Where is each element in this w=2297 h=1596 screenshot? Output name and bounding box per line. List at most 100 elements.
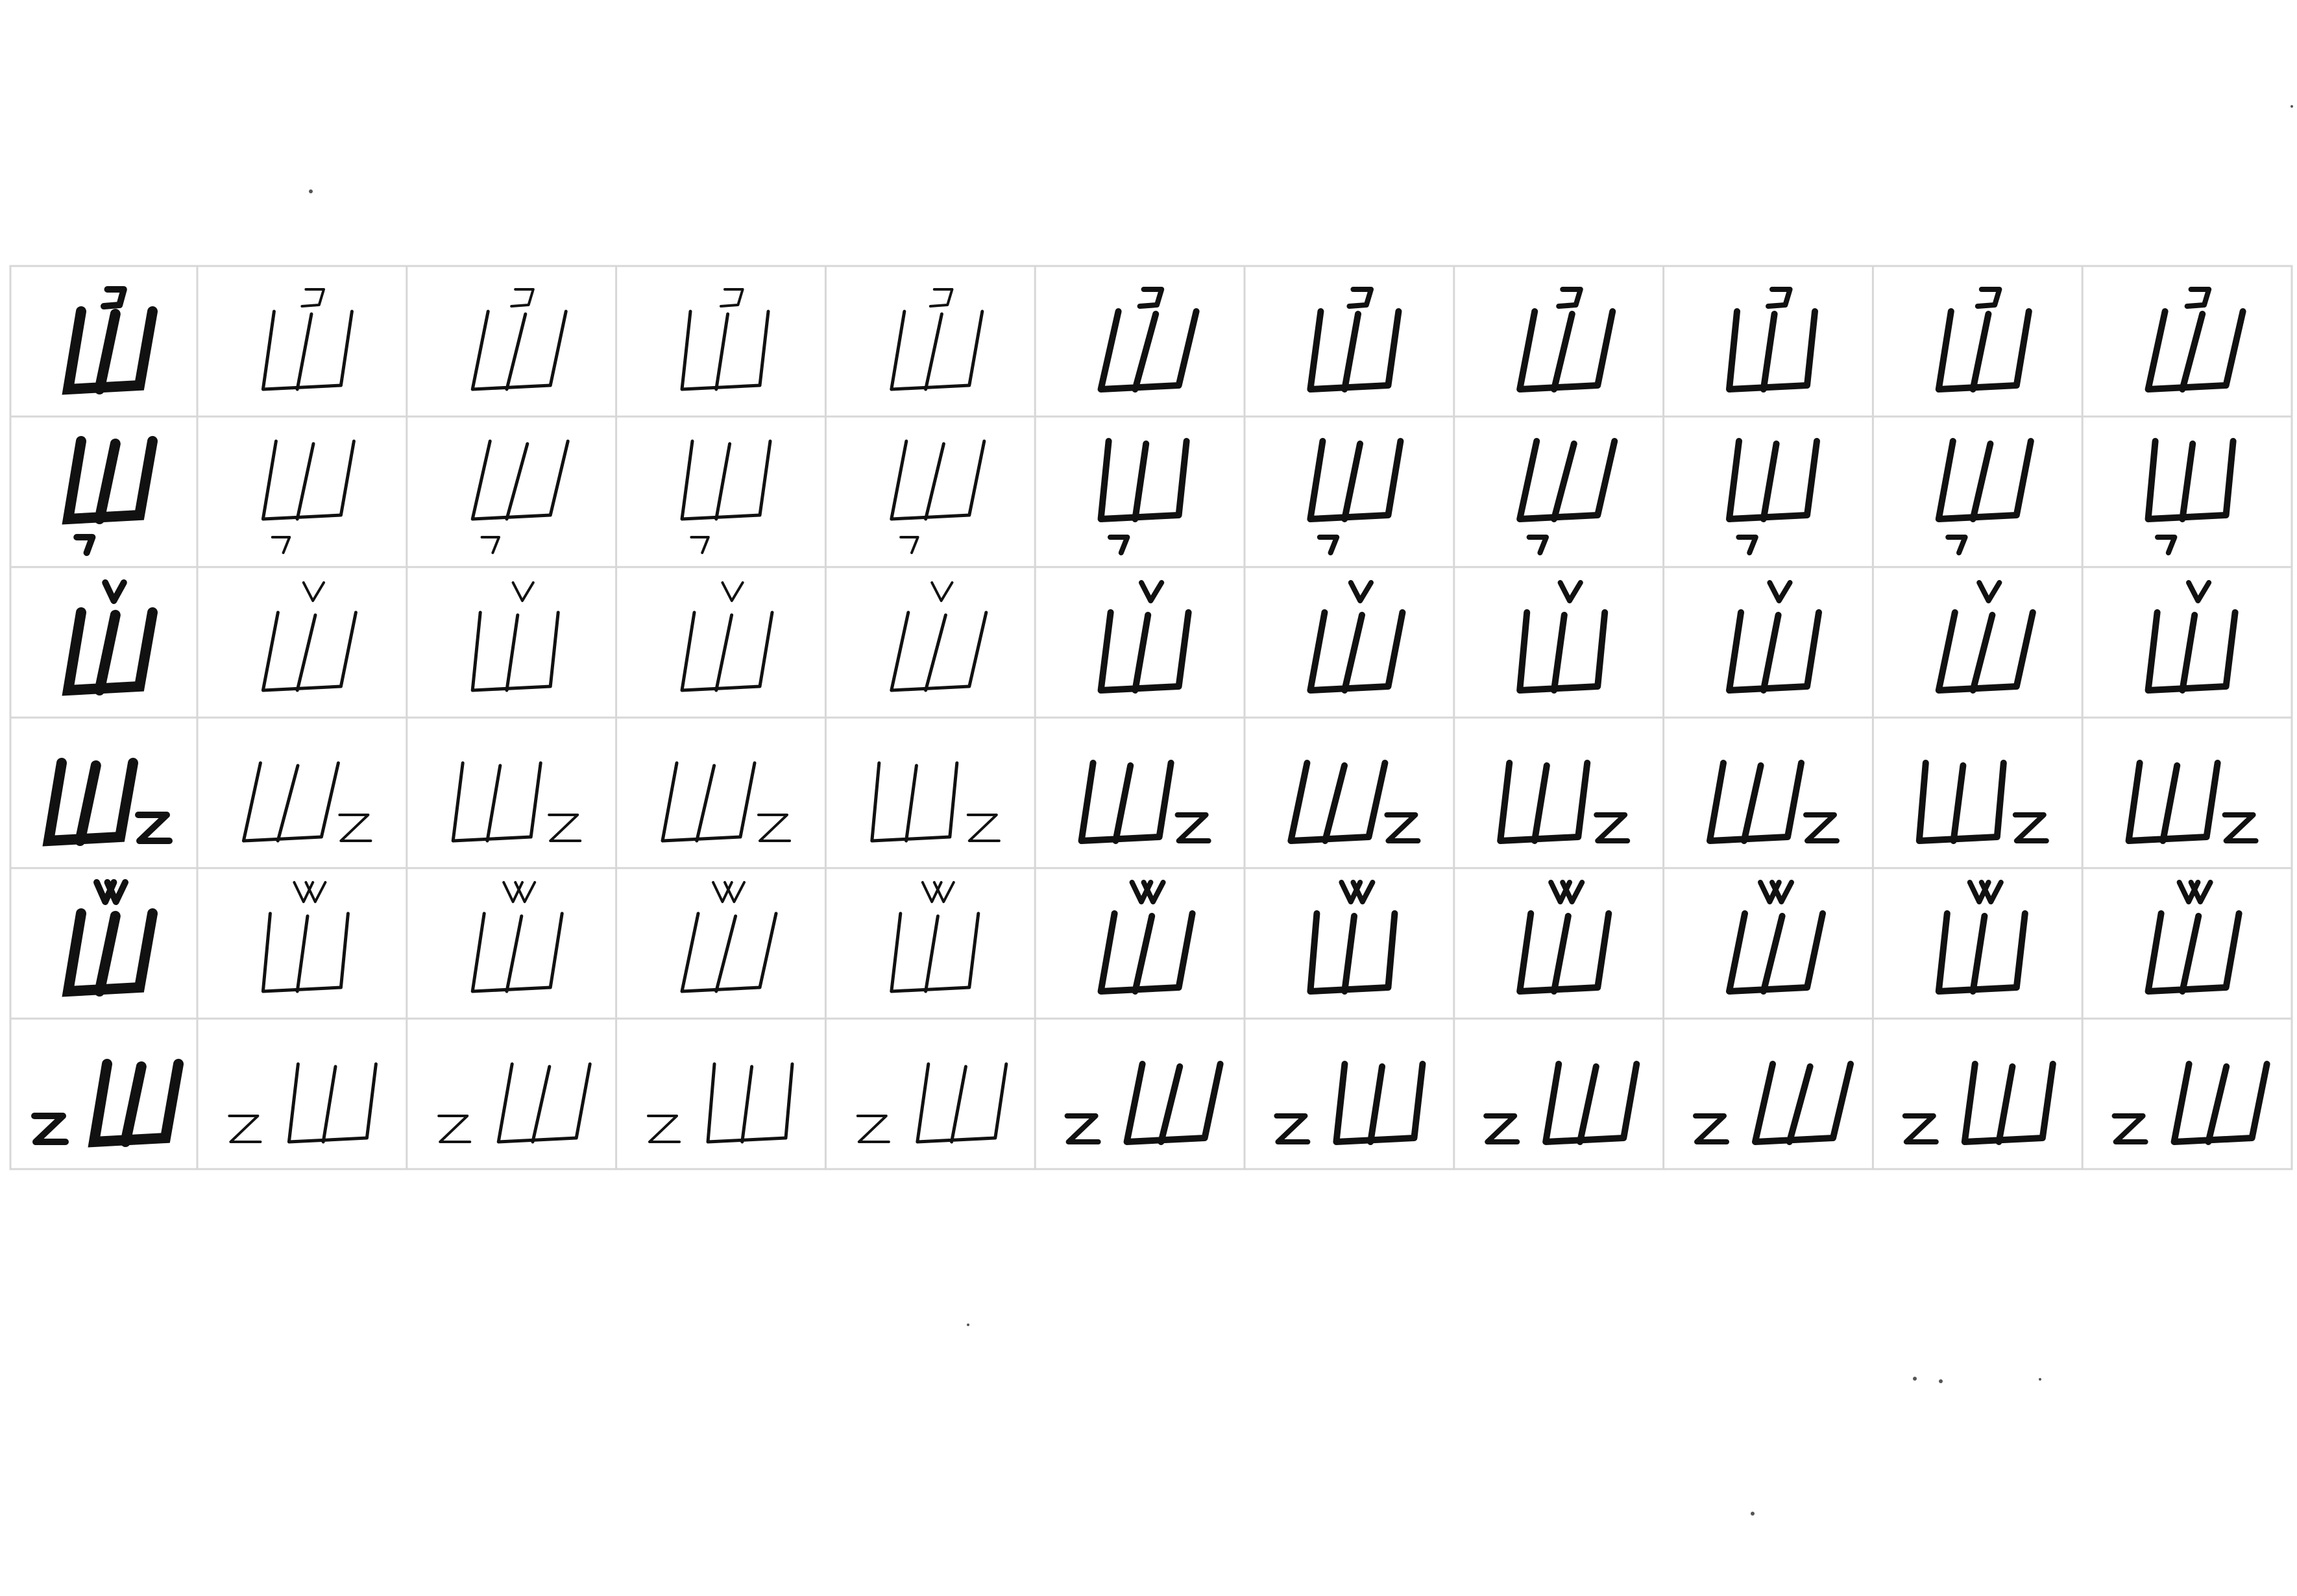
glyph-diacritic-stroke <box>1138 580 1165 603</box>
glyph-diacritic-stroke <box>930 581 954 602</box>
handwritten-glyph <box>1726 880 1826 995</box>
glyph-diacritic-stroke <box>2184 287 2212 309</box>
reference-glyph <box>62 286 158 395</box>
glyph-diacritic-stroke <box>2111 1113 2148 1144</box>
handwritten-glyph <box>1935 880 2028 995</box>
glyph-body-stroke <box>2145 308 2246 393</box>
handwritten-glyph <box>890 439 986 554</box>
reference-glyph <box>62 879 158 997</box>
glyph-body-stroke <box>496 1062 592 1144</box>
glyph-diacritic-stroke <box>302 581 325 602</box>
glyph-body-stroke <box>62 436 158 525</box>
glyph-diacritic-stroke <box>1594 812 1631 843</box>
paper-speck <box>2291 105 2293 108</box>
glyph-body-stroke <box>1726 308 1818 393</box>
paper-speck <box>309 189 313 193</box>
glyph-diacritic-stroke <box>1174 812 1211 843</box>
glyph-body-stroke <box>680 912 778 993</box>
glyph-body-stroke <box>62 306 158 395</box>
glyph-diacritic-stroke <box>1758 880 1794 904</box>
handwritten-glyph <box>1078 760 1211 844</box>
handwritten-glyph <box>890 881 980 993</box>
handwritten-glyph <box>1726 438 1820 555</box>
handwritten-glyph <box>1915 760 2049 844</box>
glyph-body-stroke <box>1307 308 1402 393</box>
handwritten-glyph <box>1097 438 1190 555</box>
glyph-body-stroke <box>1516 609 1609 694</box>
reference-glyph <box>31 1059 184 1148</box>
glyph-diacritic-stroke <box>1137 287 1165 309</box>
handwritten-glyph <box>1516 580 1609 694</box>
glyph-diacritic-stroke <box>721 581 744 602</box>
glyph-body-stroke <box>62 607 158 696</box>
glyph-diacritic-stroke <box>1317 535 1340 555</box>
handwritten-glyph <box>890 288 984 391</box>
handwritten-glyph <box>680 288 770 391</box>
glyph-diacritic-stroke <box>929 288 954 308</box>
glyph-diacritic-stroke <box>73 534 96 556</box>
handwritten-glyph <box>451 761 582 843</box>
handwritten-glyph <box>1516 880 1612 995</box>
glyph-body-stroke <box>890 439 986 521</box>
glyph-body-stroke <box>1752 1061 1854 1145</box>
reference-glyph <box>42 758 173 847</box>
reference-glyph <box>62 436 158 556</box>
handwritten-glyph <box>1097 880 1196 995</box>
handwritten-glyph <box>2111 1061 2270 1145</box>
glyph-diacritic-stroke <box>1767 580 1793 603</box>
glyph-diacritic-stroke <box>1736 535 1758 555</box>
glyph-body-stroke <box>2145 910 2242 995</box>
glyph-diacritic-stroke <box>1064 1113 1101 1144</box>
glyph-diacritic-stroke <box>921 881 955 903</box>
glyph-body-stroke <box>1333 1061 1426 1145</box>
glyph-body-stroke <box>890 611 988 692</box>
glyph-body-stroke <box>1935 308 2032 393</box>
handwritten-glyph <box>1064 1061 1224 1145</box>
paper-speck <box>1939 1379 1943 1383</box>
handwritten-glyph <box>890 581 988 692</box>
handwritten-glyph <box>261 288 354 391</box>
glyph-diacritic-stroke <box>1274 1113 1311 1144</box>
handwritten-glyph <box>1097 580 1192 694</box>
glyph-diacritic-stroke <box>1557 580 1583 603</box>
glyph-diacritic-stroke <box>548 814 582 842</box>
glyph-diacritic-stroke <box>1803 812 1840 843</box>
glyph-body-stroke <box>470 439 570 521</box>
handwritten-glyph <box>1307 287 1402 393</box>
glyph-diacritic-stroke <box>300 288 325 308</box>
handwritten-glyph <box>2145 580 2239 694</box>
paper-speck <box>1913 1377 1917 1381</box>
handwritten-glyph <box>241 761 372 843</box>
glyph-body-stroke <box>2145 609 2239 694</box>
handwritten-glyph <box>1935 580 2036 694</box>
glyph-diacritic-stroke <box>712 881 746 903</box>
handwritten-glyph <box>2125 760 2259 844</box>
glyph-body-stroke <box>680 439 772 521</box>
glyph-diacritic-stroke <box>1766 287 1793 309</box>
glyph-body-stroke <box>1935 609 2036 694</box>
glyph-body-stroke <box>62 908 158 997</box>
glyph-diacritic-stroke <box>480 536 501 554</box>
glyph-body-stroke <box>890 912 980 993</box>
glyph-diacritic-stroke <box>1976 580 2002 603</box>
glyph-body-stroke <box>680 309 770 391</box>
glyph-body-stroke <box>1497 760 1591 844</box>
handwritten-glyph <box>470 881 564 993</box>
glyph-diacritic-stroke <box>93 879 128 905</box>
glyph-body-stroke <box>1726 910 1826 995</box>
glyph-body-stroke <box>1961 1061 2056 1145</box>
glyph-diacritic-stroke <box>228 1115 262 1143</box>
handwritten-glyph <box>1307 880 1398 995</box>
handwritten-glyph <box>470 439 570 554</box>
glyph-diacritic-stroke <box>690 536 710 554</box>
glyph-diacritic-stroke <box>511 581 535 602</box>
handwritten-glyph <box>470 288 568 391</box>
handwritten-glyph <box>647 1062 794 1144</box>
glyph-body-stroke <box>2170 1061 2270 1145</box>
glyph-body-stroke <box>680 611 774 692</box>
glyph-diacritic-stroke <box>899 536 919 554</box>
handwritten-glyph <box>1726 580 1822 694</box>
glyph-body-stroke <box>470 912 564 993</box>
handwritten-glyph <box>1287 760 1421 844</box>
